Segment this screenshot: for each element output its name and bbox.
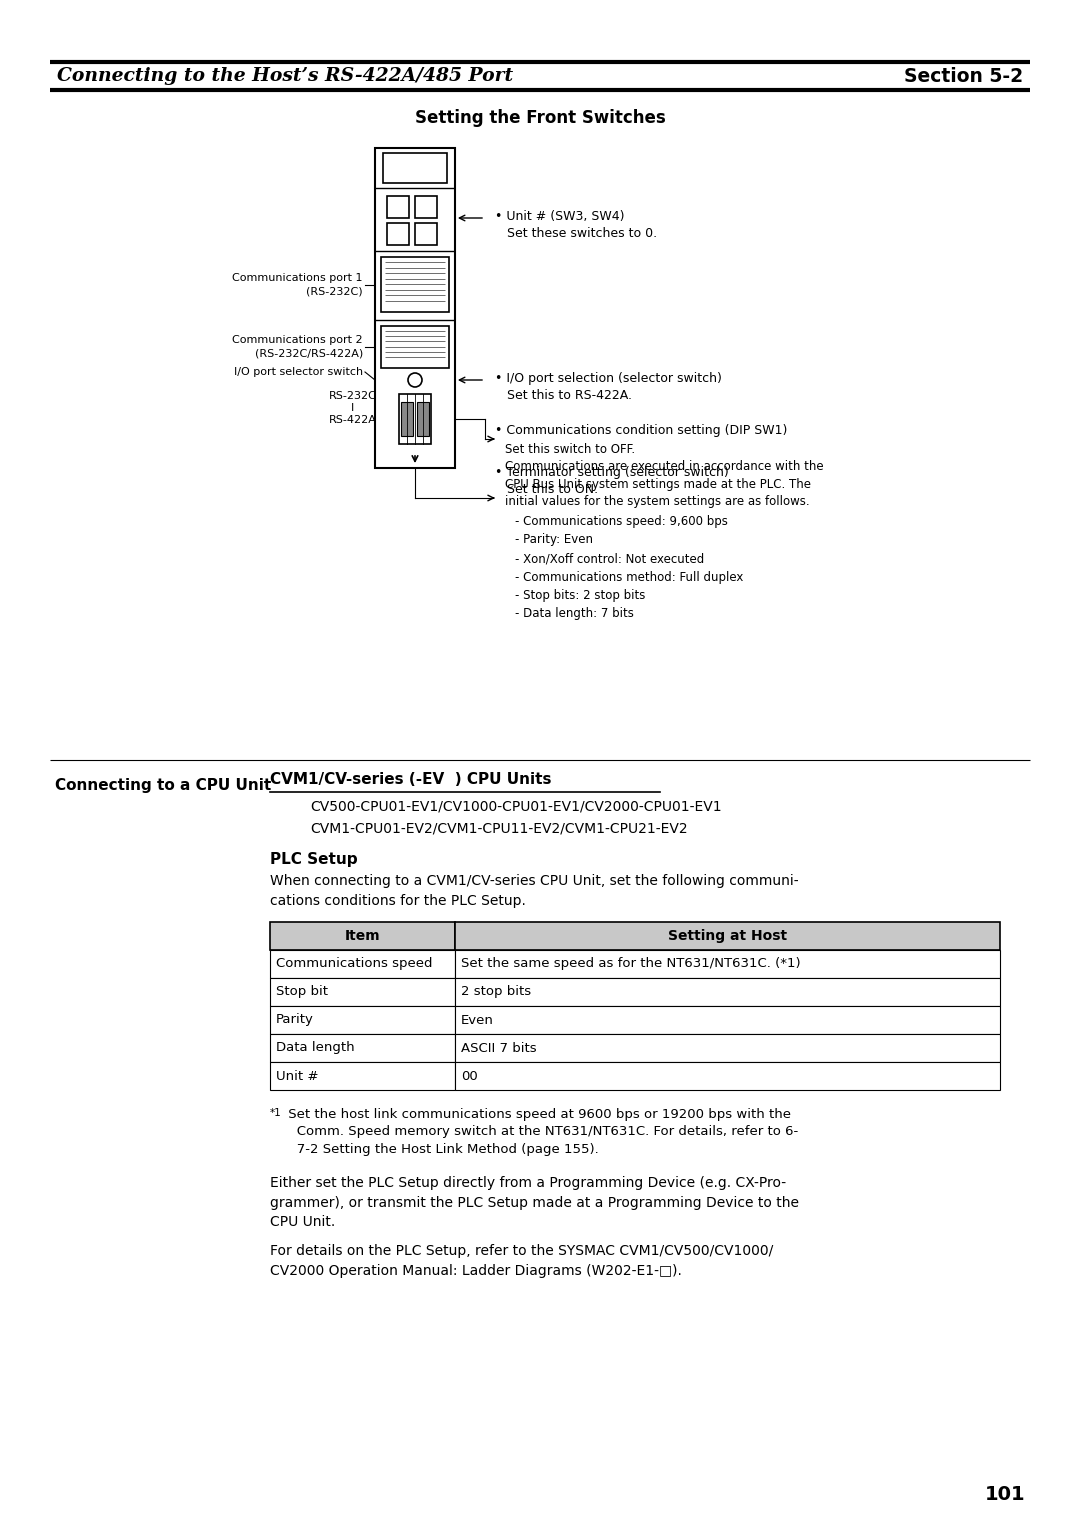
Bar	[387, 196, 409, 219]
Text: Either set the PLC Setup directly from a Programming Device (e.g. CX-Pro-
gramme: Either set the PLC Setup directly from a…	[270, 1177, 799, 1229]
Bar	[381, 325, 449, 368]
Text: CV500-CPU01-EV1/CV1000-CPU01-EV1/CV2000-CPU01-EV1: CV500-CPU01-EV1/CV1000-CPU01-EV1/CV2000-…	[310, 801, 721, 814]
Text: CVM1-CPU01-EV2/CVM1-CPU11-EV2/CVM1-CPU21-EV2: CVM1-CPU01-EV2/CVM1-CPU11-EV2/CVM1-CPU21…	[310, 822, 688, 836]
Bar	[270, 1034, 455, 1062]
Text: Item: Item	[345, 929, 380, 943]
Text: PLC Setup: PLC Setup	[270, 853, 357, 866]
Text: Unit #: Unit #	[276, 1070, 319, 1082]
Text: Connecting to a CPU Unit: Connecting to a CPU Unit	[55, 778, 271, 793]
Text: Set the host link communications speed at 9600 bps or 19200 bps with the
   Comm: Set the host link communications speed a…	[284, 1108, 798, 1157]
Text: I/O port selector switch: I/O port selector switch	[234, 367, 363, 377]
Text: Even: Even	[461, 1013, 494, 1027]
Text: 2 stop bits: 2 stop bits	[461, 986, 531, 998]
Text: Section 5-2: Section 5-2	[904, 67, 1023, 86]
Bar	[455, 921, 1000, 950]
Text: • Unit # (SW3, SW4)
   Set these switches to 0.: • Unit # (SW3, SW4) Set these switches t…	[495, 209, 657, 240]
Bar	[270, 921, 455, 950]
Bar	[455, 1062, 1000, 1089]
Text: *1: *1	[270, 1108, 282, 1118]
Text: RS-232C: RS-232C	[329, 391, 377, 400]
Text: Communications port 2
(RS-232C/RS-422A): Communications port 2 (RS-232C/RS-422A)	[232, 336, 363, 359]
Bar	[383, 153, 447, 183]
Text: Stop bit: Stop bit	[276, 986, 328, 998]
Text: 00: 00	[461, 1070, 477, 1082]
Bar	[387, 223, 409, 244]
Bar	[455, 1005, 1000, 1034]
Text: RS-422A: RS-422A	[329, 416, 377, 425]
Bar	[381, 257, 449, 312]
Text: Communications speed: Communications speed	[276, 958, 432, 970]
Bar	[455, 950, 1000, 978]
Text: I: I	[351, 403, 354, 413]
Text: Set the same speed as for the NT631/NT631C. (*1): Set the same speed as for the NT631/NT63…	[461, 958, 800, 970]
Bar	[417, 402, 429, 435]
Text: ASCII 7 bits: ASCII 7 bits	[461, 1042, 537, 1054]
Bar	[415, 196, 437, 219]
Text: Connecting to the Host’s RS-422A/485 Port: Connecting to the Host’s RS-422A/485 Por…	[57, 67, 513, 86]
Text: • I/O port selection (selector switch)
   Set this to RS-422A.: • I/O port selection (selector switch) S…	[495, 371, 721, 402]
Text: 101: 101	[984, 1485, 1025, 1505]
Text: Communications port 1
(RS-232C): Communications port 1 (RS-232C)	[232, 274, 363, 296]
Bar	[270, 1005, 455, 1034]
Bar	[270, 978, 455, 1005]
Bar	[270, 1062, 455, 1089]
Bar	[270, 950, 455, 978]
Text: When connecting to a CVM1/CV-series CPU Unit, set the following communi-
cations: When connecting to a CVM1/CV-series CPU …	[270, 874, 798, 908]
Bar	[375, 148, 455, 468]
Text: CVM1/CV-series (-EV  ) CPU Units: CVM1/CV-series (-EV ) CPU Units	[270, 772, 552, 787]
Text: • Terminator setting (selector switch)
   Set this to ON.: • Terminator setting (selector switch) S…	[495, 466, 729, 497]
Text: Parity: Parity	[276, 1013, 314, 1027]
Bar	[399, 394, 431, 445]
Text: Setting the Front Switches: Setting the Front Switches	[415, 108, 665, 127]
Text: Data length: Data length	[276, 1042, 354, 1054]
Circle shape	[408, 373, 422, 387]
Bar	[415, 223, 437, 244]
Bar	[401, 402, 413, 435]
Text: For details on the PLC Setup, refer to the SYSMAC CVM1/CV500/CV1000/
CV2000 Oper: For details on the PLC Setup, refer to t…	[270, 1244, 773, 1277]
Bar	[455, 1034, 1000, 1062]
Text: • Communications condition setting (DIP SW1): • Communications condition setting (DIP …	[495, 423, 787, 437]
Text: Set this switch to OFF.
Communications are executed in accordance with the
CPU B: Set this switch to OFF. Communications a…	[505, 443, 824, 509]
Text: - Communications speed: 9,600 bps
- Parity: Even
- Xon/Xoff control: Not execute: - Communications speed: 9,600 bps - Pari…	[515, 515, 743, 620]
Text: Setting at Host: Setting at Host	[667, 929, 787, 943]
Bar	[455, 978, 1000, 1005]
